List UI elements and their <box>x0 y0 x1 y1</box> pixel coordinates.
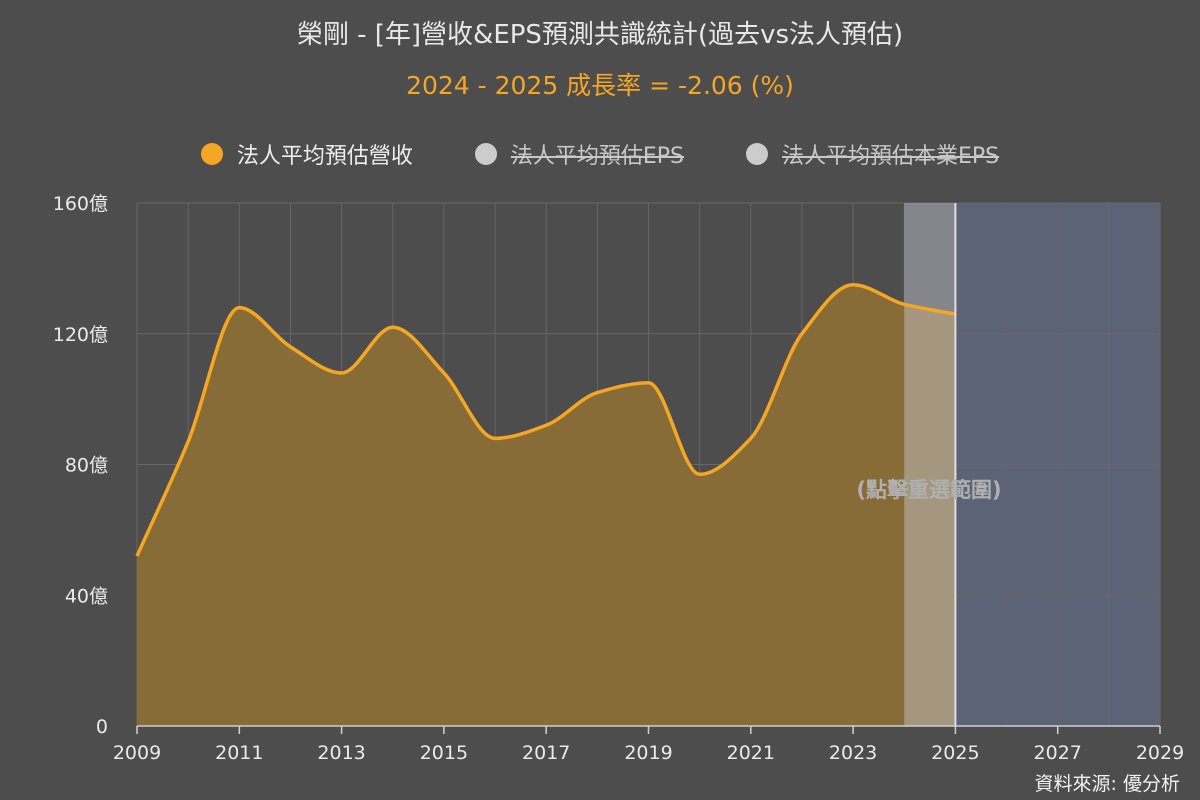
selected-range-band <box>904 203 956 726</box>
y-tick-label: 40億 <box>65 585 108 607</box>
legend-marker-eps <box>474 143 497 165</box>
legend-label-core-eps: 法人平均預估本業EPS <box>782 144 1000 169</box>
y-tick-label: 120億 <box>53 324 108 346</box>
data-source: 資料來源: 優分析 <box>1034 773 1180 795</box>
revenue-area <box>137 284 956 726</box>
reselect-range-hint[interactable]: (點擊重選範圍) <box>856 478 1001 502</box>
x-tick-label: 2015 <box>420 742 468 764</box>
y-tick-label: 0 <box>96 716 108 738</box>
legend-marker-core-eps <box>746 143 768 165</box>
legend-item-core-eps[interactable]: 法人平均預估本業EPS <box>746 138 999 170</box>
x-tick-label: 2013 <box>317 742 365 764</box>
revenue-line <box>135 282 956 557</box>
legend-item-eps[interactable]: 法人平均預估EPS <box>474 138 684 170</box>
legend-label-eps: 法人平均預估EPS <box>510 144 684 169</box>
legend-label-revenue: 法人平均預估營收 <box>236 144 413 169</box>
y-tick-label: 80億 <box>65 455 108 477</box>
x-tick-label: 2029 <box>1136 742 1184 764</box>
x-tick-label: 2025 <box>931 742 979 764</box>
x-tick-label: 2011 <box>215 742 263 764</box>
chart-title: 榮剛 - [年]營收&EPS預測共識統計(過去vs法人預估) <box>296 20 904 50</box>
x-tick-label: 2021 <box>727 742 775 764</box>
x-tick-label: 2009 <box>113 742 161 764</box>
growth-rate-subtitle: 2024 - 2025 成長率 = -2.06 (%) <box>406 71 794 100</box>
legend-marker-revenue <box>200 143 223 165</box>
x-tick-label: 2023 <box>829 742 877 764</box>
x-tick-label: 2027 <box>1034 742 1082 764</box>
y-tick-label: 160億 <box>53 193 108 215</box>
legend-item-revenue[interactable]: 法人平均預估營收 <box>200 138 413 170</box>
legend: 法人平均預估營收 法人平均預估EPS 法人平均預估本業EPS <box>0 138 1200 170</box>
x-tick-label: 2019 <box>624 742 672 764</box>
x-tick-label: 2017 <box>522 742 570 764</box>
